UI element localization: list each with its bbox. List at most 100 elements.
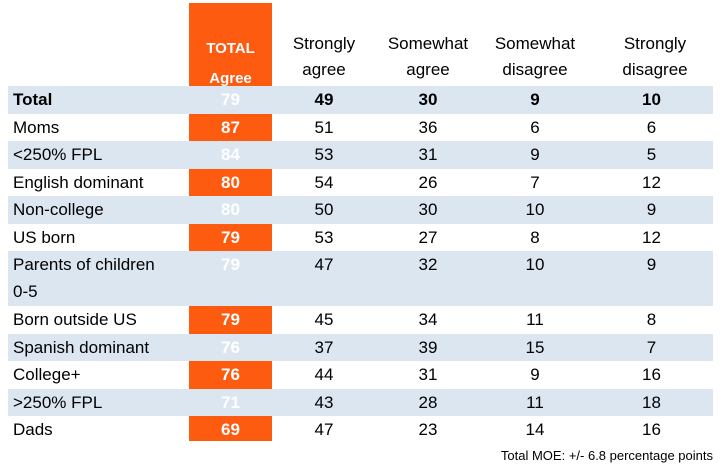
table-row: >250% FPL 71 43 28 11 18 — [8, 388, 713, 416]
value-cell: 31 — [418, 365, 438, 384]
row-label: College+ — [13, 365, 81, 384]
row-label: English dominant — [13, 172, 144, 192]
value-cell: 9 — [646, 255, 657, 274]
header-col3-line1: Somewhat — [494, 34, 576, 53]
value-cell: 12 — [642, 227, 661, 247]
header-col2-line2: agree — [406, 60, 450, 79]
value-cell: 28 — [418, 392, 438, 412]
value-cell: 12 — [642, 172, 661, 192]
value-cell: 34 — [418, 310, 438, 329]
total-agree-value: 76 — [221, 365, 240, 384]
header-strongly-disagree: Strongly disagree — [590, 31, 720, 83]
footnote-moe: Total MOE: +/- 6.8 percentage points — [500, 448, 713, 463]
value-cell: 9 — [530, 90, 540, 109]
value-cell: 10 — [525, 255, 545, 274]
value-cell: 8 — [646, 310, 657, 329]
total-agree-value: 84 — [221, 145, 240, 164]
value-cell: 53 — [314, 227, 334, 247]
total-agree-value: 76 — [221, 337, 240, 357]
table-row: Born outside US 79 45 34 11 8 — [8, 306, 713, 334]
total-agree-value: 87 — [221, 117, 240, 137]
row-label: Non-college — [13, 200, 104, 219]
value-cell: 49 — [314, 90, 334, 109]
value-cell: 32 — [418, 255, 438, 274]
value-cell: 54 — [314, 172, 334, 192]
header-total-line2: Agree — [209, 70, 252, 87]
value-cell: 5 — [646, 145, 657, 164]
row-label: Dads — [13, 420, 53, 439]
row-label: <250% FPL — [13, 145, 103, 164]
value-cell: 16 — [642, 365, 661, 384]
value-cell: 7 — [646, 337, 657, 357]
value-cell: 8 — [530, 227, 540, 247]
header-col4-line1: Strongly — [623, 34, 687, 53]
table-row: English dominant 80 54 26 7 12 — [8, 169, 713, 197]
value-cell: 10 — [642, 90, 661, 109]
value-cell: 45 — [314, 310, 334, 329]
table-row: US born 79 53 27 8 12 — [8, 224, 713, 252]
value-cell: 53 — [314, 145, 334, 164]
total-agree-value: 69 — [221, 420, 240, 439]
row-label: Born outside US — [13, 310, 137, 329]
header-col2-line1: Somewhat — [387, 34, 469, 53]
value-cell: 11 — [526, 392, 544, 412]
value-cell: 47 — [314, 420, 334, 439]
value-cell: 27 — [418, 227, 438, 247]
total-agree-value: 80 — [221, 200, 240, 219]
value-cell: 7 — [530, 172, 540, 192]
total-agree-value: 80 — [221, 172, 240, 192]
value-cell: 9 — [530, 145, 540, 164]
value-cell: 39 — [418, 337, 438, 357]
table-row: Total 79 49 30 9 10 — [8, 86, 713, 114]
value-cell: 9 — [646, 200, 657, 219]
row-label: Parents of children 0-5 — [13, 255, 155, 301]
value-cell: 26 — [418, 172, 438, 192]
row-label: Spanish dominant — [13, 337, 150, 357]
value-cell: 36 — [418, 117, 438, 137]
row-label: Total — [13, 90, 53, 109]
table-row: Spanish dominant 76 37 39 15 7 — [8, 333, 713, 361]
table-row: Moms 87 51 36 6 6 — [8, 114, 713, 142]
value-cell: 6 — [530, 117, 540, 137]
value-cell: 23 — [418, 420, 438, 439]
value-cell: 18 — [642, 392, 661, 412]
header-col1-line1: Strongly — [292, 34, 356, 53]
value-cell: 14 — [525, 420, 545, 439]
value-cell: 10 — [525, 200, 545, 219]
row-label: >250% FPL — [13, 392, 103, 412]
row-label: Moms — [13, 117, 60, 137]
table-row: <250% FPL 84 53 31 9 5 — [8, 141, 713, 169]
value-cell: 15 — [525, 337, 545, 357]
header-col4-line2: disagree — [622, 60, 688, 79]
total-agree-value: 79 — [221, 310, 240, 329]
header-col1-line2: agree — [302, 60, 346, 79]
value-cell: 16 — [642, 420, 661, 439]
row-label: US born — [13, 227, 76, 247]
value-cell: 47 — [314, 255, 334, 274]
header-total-agree: TOTAL Agree — [189, 34, 272, 94]
table-row: College+ 76 44 31 9 16 — [8, 361, 713, 389]
header-somewhat-agree: Somewhat agree — [376, 31, 480, 83]
value-cell: 30 — [418, 90, 438, 109]
table-row: Non-college 80 50 30 10 9 — [8, 196, 713, 224]
table-row: Parents of children 0-5 79 47 32 10 9 — [8, 251, 713, 306]
value-cell: 31 — [418, 145, 438, 164]
header-col3-line2: disagree — [502, 60, 568, 79]
header-somewhat-disagree: Somewhat disagree — [480, 31, 590, 83]
table-row: Dads 69 47 23 14 16 — [8, 416, 713, 444]
value-cell: 9 — [530, 365, 540, 384]
total-agree-value: 71 — [221, 392, 240, 412]
header-strongly-agree: Strongly agree — [272, 31, 376, 83]
value-cell: 50 — [314, 200, 334, 219]
value-cell: 6 — [646, 117, 657, 137]
value-cell: 44 — [314, 365, 334, 384]
value-cell: 51 — [314, 117, 334, 137]
total-agree-value: 79 — [221, 227, 240, 247]
value-cell: 11 — [526, 310, 544, 329]
total-agree-value: 79 — [221, 255, 240, 274]
value-cell: 37 — [314, 337, 334, 357]
value-cell: 30 — [418, 200, 438, 219]
total-agree-value: 79 — [221, 90, 240, 109]
header-total-line1: TOTAL — [206, 40, 255, 57]
